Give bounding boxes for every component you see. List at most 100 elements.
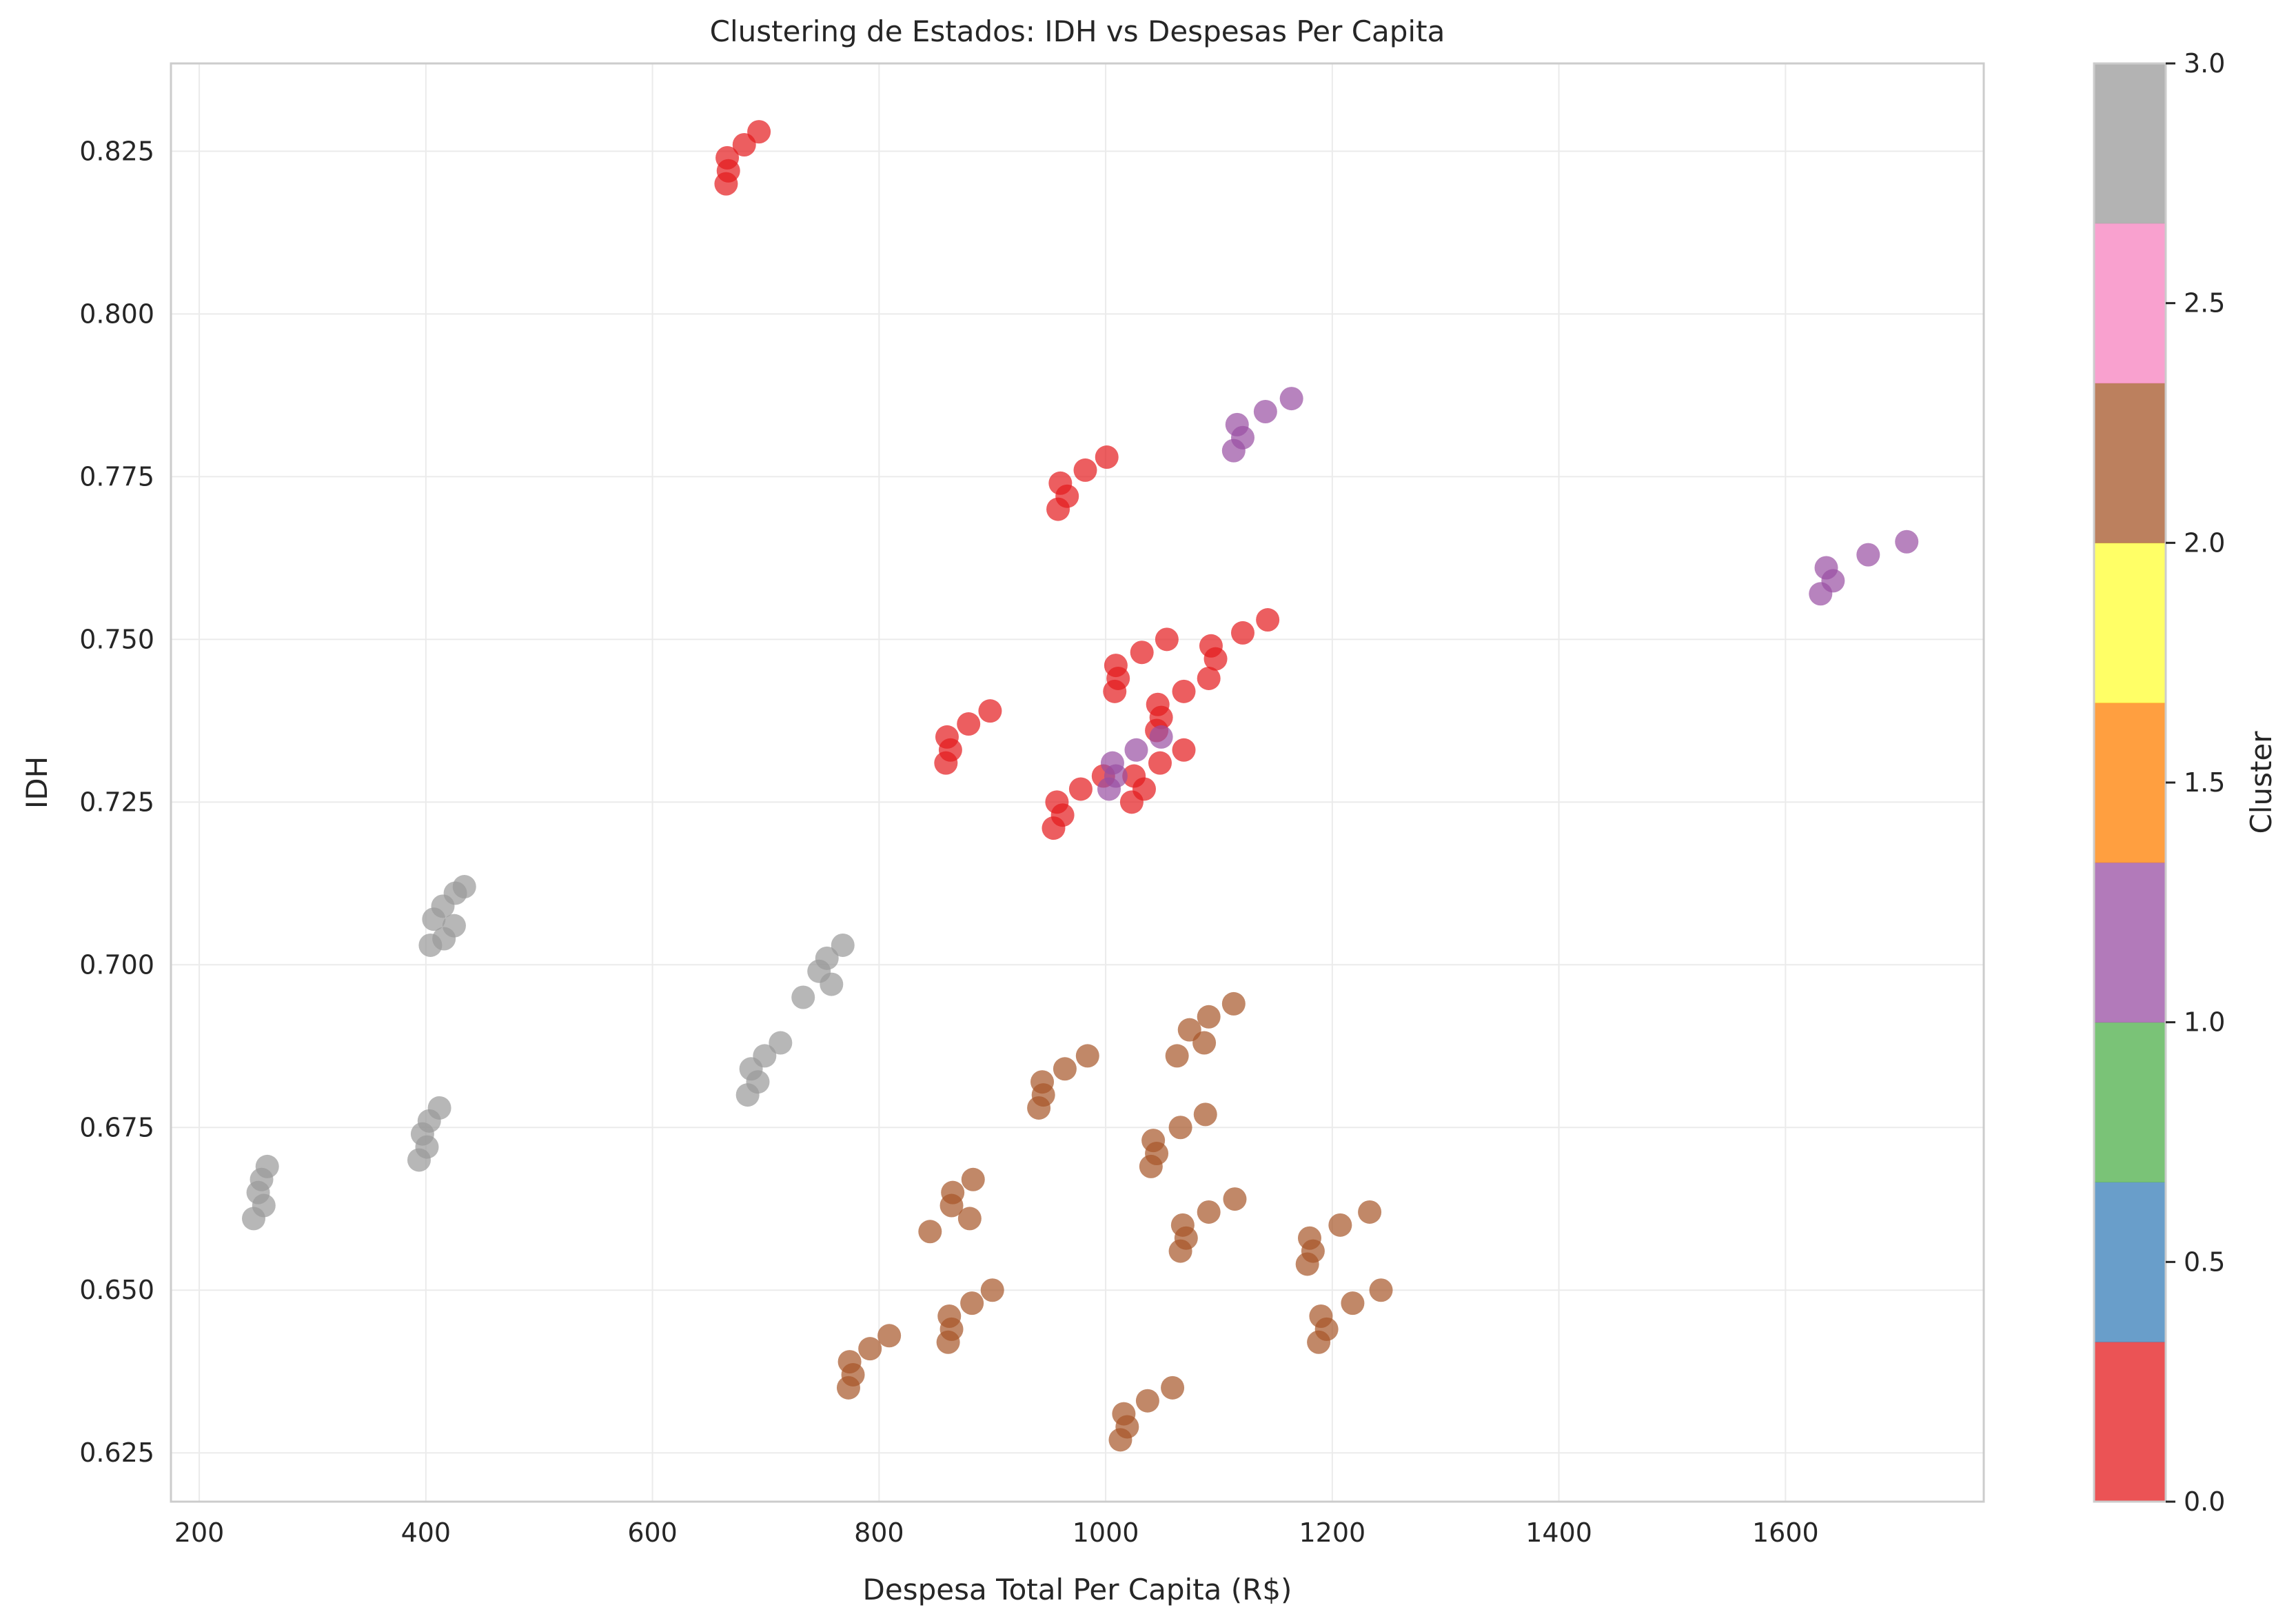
data-point-cluster-2 [1341,1291,1365,1315]
y-tick-label: 0.725 [79,787,154,817]
data-point-cluster-0 [1197,666,1221,690]
colorbar-tick-label: 1.0 [2184,1007,2225,1038]
data-point-cluster-2 [1135,1389,1159,1413]
data-point-cluster-2 [1193,1102,1217,1127]
data-point-cluster-2 [1027,1096,1051,1120]
data-point-cluster-2 [1161,1375,1185,1400]
data-point-cluster-3 [791,985,815,1009]
data-point-cluster-2 [961,1167,985,1191]
y-axis-ticks: 0.625 0.650 0.675 0.700 0.725 0.750 0.775 0.800… [79,136,154,1468]
data-point-cluster-1 [1149,725,1173,749]
data-point-cluster-2 [1197,1005,1221,1029]
data-point-cluster-2 [1108,1428,1132,1452]
colorbar-tick-label: 0.0 [2184,1486,2225,1517]
data-point-cluster-2 [1369,1278,1393,1302]
data-point-cluster-1 [1124,738,1148,762]
data-point-cluster-3 [831,933,855,957]
x-tick-label: 400 [401,1518,451,1548]
colorbar-ticks: 0.0 0.5 1.0 1.5 2.0 2.5 3.0 [2166,48,2225,1517]
data-point-cluster-2 [1223,1187,1247,1211]
y-tick-label: 0.650 [79,1275,154,1305]
data-point-cluster-1 [1856,543,1880,567]
data-point-cluster-3 [407,1148,431,1172]
data-point-cluster-2 [836,1375,860,1400]
chart-title: Clustering de Estados: IDH vs Despesas P… [710,14,1445,48]
x-tick-label: 1600 [1752,1518,1819,1548]
y-tick-label: 0.825 [79,136,154,166]
y-tick-label: 0.775 [79,461,154,492]
y-tick-label: 0.675 [79,1112,154,1142]
x-axis-ticks: 200 400 600 800 1000 1200 1400 1600 [174,1518,1819,1548]
data-points [241,120,1919,1452]
data-point-cluster-0 [978,699,1002,723]
data-point-cluster-2 [957,1207,982,1231]
data-point-cluster-1 [1279,387,1303,411]
colorbar-segment [2094,1022,2166,1182]
data-point-cluster-2 [877,1324,902,1348]
colorbar-tick-label: 0.5 [2184,1247,2225,1277]
plot-area-frame [170,62,1985,1503]
data-point-cluster-0 [1155,627,1179,652]
x-tick-label: 1000 [1073,1518,1139,1548]
data-point-cluster-0 [1104,654,1128,678]
data-point-cluster-0 [1230,621,1254,645]
data-point-cluster-2 [939,1193,964,1218]
colorbar-segment [2094,1182,2166,1342]
data-point-cluster-2 [1221,991,1246,1016]
y-tick-label: 0.700 [79,949,154,980]
data-point-cluster-0 [1119,790,1144,814]
data-point-cluster-0 [1130,641,1154,665]
data-point-cluster-2 [1295,1252,1319,1276]
data-point-cluster-2 [980,1278,1004,1302]
data-point-cluster-3 [769,1031,793,1055]
colorbar-label: Cluster [2244,731,2278,834]
y-axis-label: IDH [20,756,54,809]
colorbar-segment [2094,703,2166,863]
data-point-cluster-0 [747,120,771,144]
data-point-cluster-0 [1068,777,1093,801]
data-point-cluster-3 [418,933,443,957]
data-point-cluster-2 [918,1220,942,1244]
x-tick-label: 600 [627,1518,678,1548]
colorbar-segment [2094,543,2166,703]
grid-lines [171,63,1984,1502]
colorbar-tick-label: 2.5 [2184,288,2225,319]
data-point-cluster-0 [1256,608,1280,632]
y-tick-label: 0.625 [79,1438,154,1468]
data-point-cluster-2 [1358,1200,1382,1224]
data-point-cluster-2 [1075,1044,1099,1068]
data-point-cluster-3 [241,1207,265,1231]
data-point-cluster-0 [1045,790,1069,814]
colorbar-segment [2094,1342,2166,1502]
data-point-cluster-2 [1053,1057,1077,1081]
x-tick-label: 1400 [1525,1518,1592,1548]
data-point-cluster-2 [936,1330,960,1354]
x-tick-label: 800 [854,1518,904,1548]
colorbar-segment [2094,223,2166,384]
colorbar-segment [2094,862,2166,1023]
y-tick-label: 0.800 [79,299,154,329]
data-point-cluster-2 [1307,1330,1331,1354]
data-point-cluster-0 [1148,751,1172,775]
colorbar-segment [2094,383,2166,543]
data-point-cluster-0 [1146,692,1170,716]
colorbar-tick-label: 3.0 [2184,48,2225,79]
colorbar-tick-label: 1.5 [2184,767,2225,798]
data-point-cluster-1 [1253,399,1277,423]
data-point-cluster-1 [1895,530,1919,554]
data-point-cluster-2 [1139,1154,1163,1178]
data-point-cluster-0 [1172,679,1196,703]
x-tick-label: 200 [174,1518,225,1548]
y-tick-label: 0.750 [79,624,154,654]
data-point-cluster-2 [1197,1200,1221,1224]
x-axis-label: Despesa Total Per Capita (R$) [863,1573,1292,1606]
data-point-cluster-2 [1168,1239,1192,1263]
data-point-cluster-0 [1199,634,1223,658]
data-point-cluster-0 [935,725,959,749]
data-point-cluster-1 [1225,412,1249,436]
data-point-cluster-2 [960,1291,984,1315]
data-point-cluster-0 [715,145,740,170]
data-point-cluster-0 [1048,471,1073,495]
data-point-cluster-2 [1165,1044,1189,1068]
